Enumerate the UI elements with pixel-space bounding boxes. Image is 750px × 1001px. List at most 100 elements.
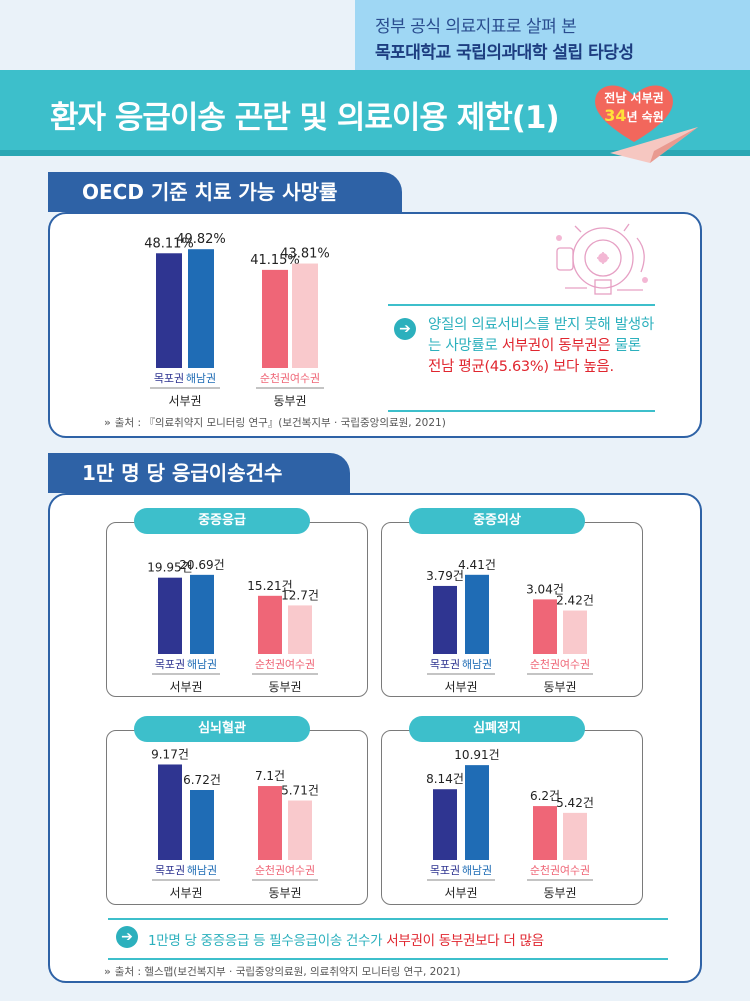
category-label: 여수권 xyxy=(285,864,315,877)
header-subtitle: 정부 공식 의료지표로 살펴 본 xyxy=(375,17,577,37)
medical-illustration-icon xyxy=(556,223,648,295)
value-label: 20.69건 xyxy=(179,558,224,572)
section2-note-text: 1만명 당 중증응급 등 필수응급이송 건수가 xyxy=(148,933,387,949)
category-label: 순천권 xyxy=(530,863,560,877)
category-label: 여수권 xyxy=(560,864,590,877)
category-label: 순천권 xyxy=(255,657,285,671)
section1-note: 양질의 의료서비스를 받지 못해 발생하는 사망률로 서부권이 동부권은 물론 … xyxy=(428,315,658,378)
value-label: 5.71건 xyxy=(281,784,319,798)
paper-plane-icon xyxy=(610,127,698,163)
category-label: 목포권 xyxy=(430,658,460,671)
section2-tab: 1만 명 당 응급이송건수 xyxy=(48,453,350,493)
value-label: 12.7건 xyxy=(281,588,319,602)
group-label: 서부권 xyxy=(444,680,477,694)
subchart-title: 심폐정지 xyxy=(409,716,585,742)
group-label: 동부권 xyxy=(543,680,576,694)
bar-1 xyxy=(190,574,214,654)
category-label: 여수권 xyxy=(285,658,315,671)
bar-0 xyxy=(158,577,182,654)
group-label: 동부권 xyxy=(268,680,301,694)
bar-1 xyxy=(465,574,489,654)
subchart-title: 중증외상 xyxy=(409,508,585,534)
category-label: 목포권 xyxy=(154,372,184,385)
value-label: 48.11% xyxy=(144,236,194,251)
section2-note: 1만명 당 중증응급 등 필수응급이송 건수가 서부권이 동부권보다 더 많음 xyxy=(148,929,544,949)
value-label: 43.81% xyxy=(280,247,330,262)
heart-badge-icon xyxy=(595,85,673,142)
subchart-title: 심뇌혈관 xyxy=(134,716,310,742)
value-label: 6.72건 xyxy=(183,773,221,787)
value-label: 9.17건 xyxy=(151,747,189,761)
category-label: 여수권 xyxy=(560,658,590,671)
bar-3 xyxy=(563,812,587,860)
arrow-right-circle-icon: ➔ xyxy=(116,926,138,948)
group-label: 동부권 xyxy=(273,394,306,408)
section1-tab: OECD 기준 치료 가능 사망률 xyxy=(48,172,402,212)
value-label: 2.42건 xyxy=(556,594,594,608)
bar-0 xyxy=(433,585,457,654)
bar-2 xyxy=(533,599,557,654)
note-text-1: 양질의 의료서비스를 받지 못해 발생하는 사망률로 xyxy=(428,317,654,354)
section1-note-box xyxy=(388,304,655,412)
bar-0 xyxy=(433,789,457,860)
category-label: 해남권 xyxy=(462,657,492,671)
bar-1 xyxy=(465,765,489,860)
bar-2 xyxy=(262,269,288,368)
value-label: 8.14건 xyxy=(426,772,464,786)
bar-2 xyxy=(258,595,282,654)
bar-2 xyxy=(533,806,557,860)
value-label: 4.41건 xyxy=(458,558,496,572)
value-label: 41.15% xyxy=(250,253,300,268)
section2-note-highlight: 서부권이 동부권보다 더 많음 xyxy=(386,933,544,949)
bar-3 xyxy=(292,263,318,368)
value-label: 19.95건 xyxy=(147,561,192,575)
title-band-shadow xyxy=(0,150,750,156)
category-label: 해남권 xyxy=(187,657,217,671)
subchart-title: 중증응급 xyxy=(134,508,310,534)
subchart-panel-severe-emergency xyxy=(106,522,368,697)
group-label: 서부권 xyxy=(169,680,202,694)
subchart-panel-cardiac-arrest xyxy=(381,730,643,905)
section2-source-text: 출처 : 헬스맵(보건복지부 · 국립중앙의료원, 의료취약지 모니터링 연구,… xyxy=(114,966,461,978)
badge-line2: 년 숙원 xyxy=(626,110,664,124)
category-label: 순천권 xyxy=(260,371,290,385)
category-label: 해남권 xyxy=(462,863,492,877)
value-label: 49.82% xyxy=(176,232,226,247)
category-label: 목포권 xyxy=(155,658,185,671)
arrow-right-circle-icon: ➔ xyxy=(394,318,416,340)
category-label: 해남권 xyxy=(186,371,216,385)
note-text-2: 물론 xyxy=(610,338,641,354)
category-label: 여수권 xyxy=(290,372,320,385)
category-label: 해남권 xyxy=(187,863,217,877)
bar-3 xyxy=(288,800,312,860)
header-subtitle-bold: 목포대학교 국립의과대학 설립 타당성 xyxy=(375,43,634,63)
badge-line1: 전남 서부권 xyxy=(604,91,664,105)
category-label: 순천권 xyxy=(530,657,560,671)
bar-0 xyxy=(156,253,182,368)
group-label: 서부권 xyxy=(169,886,202,900)
bar-3 xyxy=(563,610,587,654)
page-title: 환자 응급이송 곤란 및 의료이용 제한(1) xyxy=(50,100,560,136)
category-label: 목포권 xyxy=(430,864,460,877)
section2-source: » 출처 : 헬스맵(보건복지부 · 국립중앙의료원, 의료취약지 모니터링 연구… xyxy=(104,964,460,979)
note-highlight-1: 서부권이 동부권은 xyxy=(501,338,611,354)
category-label: 순천권 xyxy=(255,863,285,877)
section1-source-text: 출처 : 『의료취약지 모니터링 연구』(보건복지부 · 국립중앙의료원, 20… xyxy=(114,417,446,429)
bar-1 xyxy=(188,249,214,368)
group-label: 서부권 xyxy=(168,394,201,408)
value-label: 6.2건 xyxy=(530,789,560,803)
heart-badge-text: 전남 서부권 34년 숙원 xyxy=(590,90,678,126)
header-banner xyxy=(355,0,750,70)
category-label: 목포권 xyxy=(155,864,185,877)
section2-note-box xyxy=(108,918,668,960)
value-label: 3.04건 xyxy=(526,582,564,596)
bar-3 xyxy=(288,605,312,654)
badge-number: 34 xyxy=(604,106,627,125)
group-label: 동부권 xyxy=(268,886,301,900)
value-label: 7.1건 xyxy=(255,769,285,783)
section1-panel xyxy=(48,212,702,438)
